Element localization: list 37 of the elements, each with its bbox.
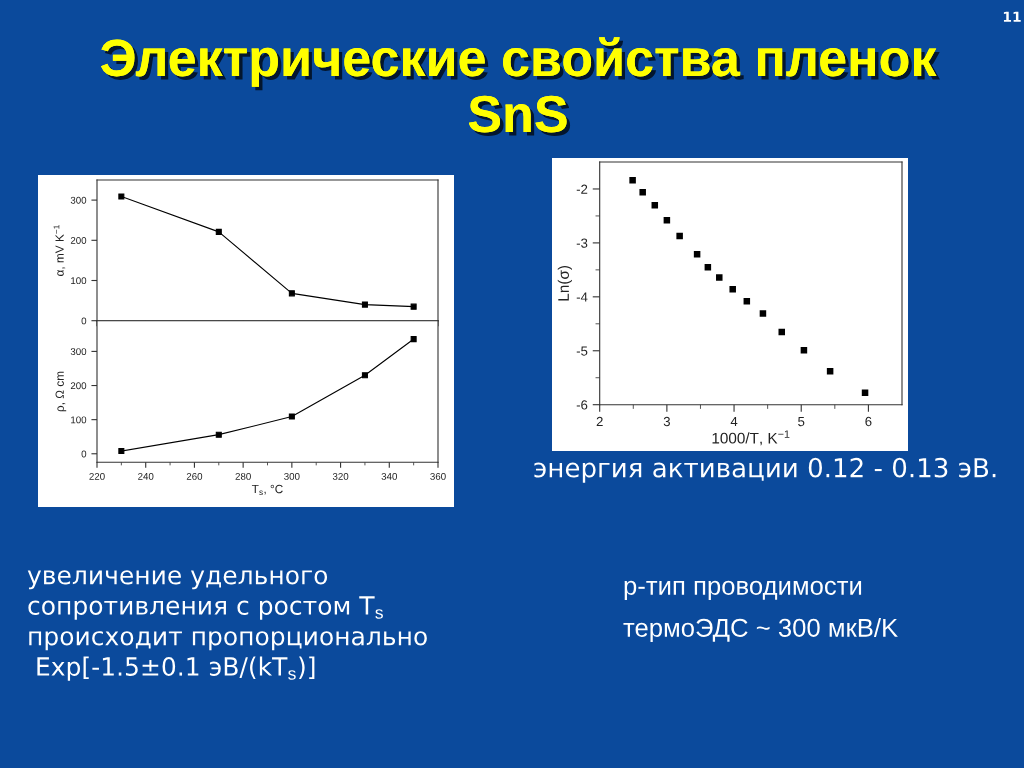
y-tick-label: -3 (576, 238, 588, 248)
y-tick-label: 0 (81, 317, 87, 325)
y-axis-title: α, mV K$^{−1}$ (53, 225, 66, 276)
x-tick-label: 340 (381, 472, 398, 480)
y-tick-label: -4 (576, 292, 588, 302)
x-tick-label: 320 (332, 472, 349, 480)
text: увеличение удельного сопротивления с ростом T$_{s}$ происходит пропорционально Exp[-1.5±0.1 эВ/(kT$_{s}$)] (27, 570, 427, 681)
y-tick-label: 300 (70, 348, 87, 356)
x-tick-label: 3 (663, 416, 670, 427)
y-tick-label: 200 (70, 237, 87, 244)
x-tick-label: 240 (138, 472, 154, 480)
x-tick-label: 4 (730, 416, 738, 427)
y-tick-label: -2 (576, 184, 588, 194)
y-tick-label: -5 (576, 346, 588, 356)
x-axis-title: 1000/T, K$^{−1}$ (712, 430, 790, 446)
x-axis-title: T$_{s}$, °C (251, 484, 283, 496)
y-tick-label: 100 (71, 277, 87, 285)
y-tick-label: 200 (70, 382, 87, 390)
x-tick-label: 280 (235, 472, 251, 480)
x-tick-label: 360 (430, 472, 446, 480)
y-tick-label: 0 (81, 450, 87, 458)
text: термоЭДС ~ 300 мкВ/K (623, 618, 898, 642)
text: 11 (1003, 11, 1021, 22)
y-tick-label: 300 (70, 196, 87, 204)
text: p-тип проводимости (624, 580, 862, 600)
x-tick-label: 5 (798, 416, 805, 427)
x-tick-label: 220 (89, 472, 105, 480)
x-tick-label: 6 (865, 416, 872, 427)
y-axis-title: Ln(σ) (557, 266, 572, 301)
y-tick-label: -6 (576, 400, 588, 410)
y-tick-label: 100 (71, 416, 87, 424)
y-axis-title: ρ, Ω cm (55, 371, 67, 412)
text: энергия активации 0.12 - 0.13 эВ. (534, 457, 996, 483)
x-tick-label: 2 (596, 416, 603, 427)
chart-title: Электрические свойства пленок SnS (100, 37, 940, 137)
x-tick-label: 260 (186, 472, 203, 480)
x-tick-label: 300 (284, 472, 300, 480)
